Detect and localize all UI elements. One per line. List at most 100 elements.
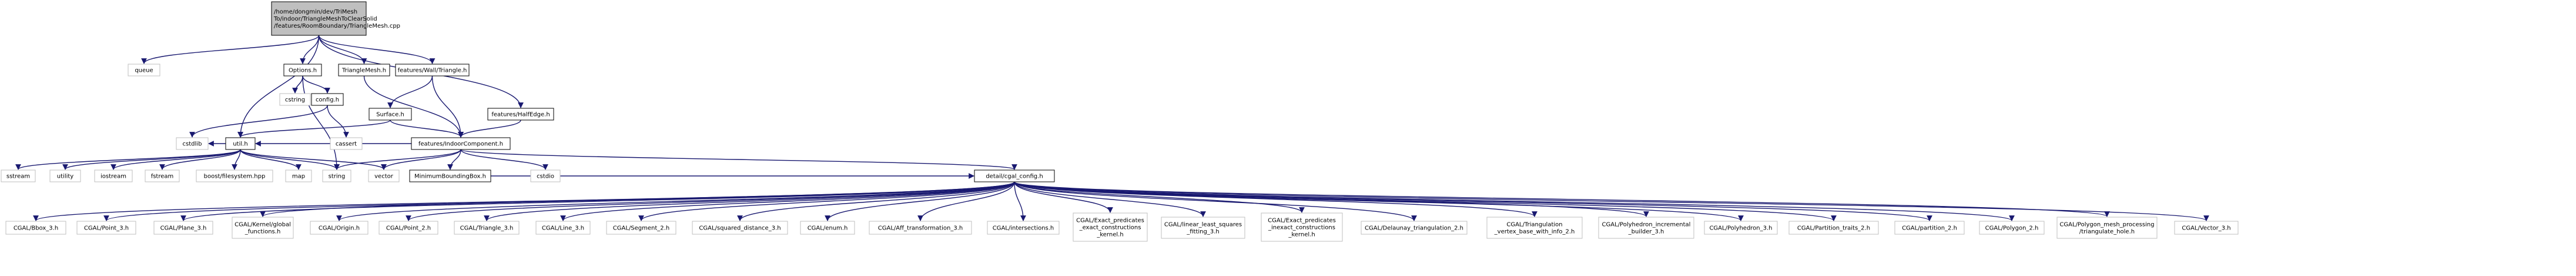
- node-cgal_point2[interactable]: CGAL/Point_2.h: [378, 221, 438, 235]
- node-indoor_component-label-line-0: features/IndoorComponent.h: [418, 141, 503, 148]
- node-boost_fs[interactable]: boost/filesystem.hpp: [196, 169, 273, 182]
- node-cstring-box: [279, 93, 311, 106]
- edges-layer: [15, 35, 2209, 221]
- node-cgal_kernel_global[interactable]: CGAL/Kernel/global_functions.h: [232, 217, 294, 239]
- node-surface[interactable]: Surface.h: [369, 108, 412, 121]
- node-string-box: [322, 169, 351, 182]
- node-cgal_polygon2[interactable]: CGAL/Polygon_2.h: [1979, 221, 2045, 235]
- node-cstdlib[interactable]: cstdlib: [176, 137, 209, 150]
- edge-root-to-util: [237, 35, 320, 138]
- node-queue[interactable]: queue: [128, 64, 160, 77]
- node-cstdlib-box: [176, 137, 209, 150]
- root-node[interactable]: /home/dongmin/dev/TriMeshTo/indoor/Trian…: [271, 1, 400, 36]
- node-cgal_polygon2-label-line-0: CGAL/Polygon_2.h: [1985, 225, 2039, 232]
- node-cgal_polygon2-box: [1979, 221, 2045, 235]
- node-cgal_delaunay2[interactable]: CGAL/Delaunay_triangulation_2.h: [1361, 221, 1468, 235]
- edge-options-to-config: [302, 75, 330, 94]
- node-cgal_tri_vbwi2-label-line-0: CGAL/Triangulation: [1506, 222, 1562, 228]
- node-wall_triangle-label-line-0: features/Wall/Triangle.h: [398, 68, 467, 74]
- node-cgal_plane3[interactable]: CGAL/Plane_3.h: [153, 221, 213, 235]
- node-cstring[interactable]: cstring: [279, 93, 311, 106]
- node-options[interactable]: Options.h: [283, 64, 322, 77]
- node-cstdio[interactable]: cstdio: [530, 169, 561, 182]
- node-cgal_pmp_triangulate[interactable]: CGAL/Polygon_mesh_processing/triangulate…: [2056, 217, 2158, 239]
- node-cgal_poly_incr[interactable]: CGAL/Polyhedron_incremental_builder_3.h: [1598, 217, 1694, 239]
- node-cgal_epec-box: [1073, 212, 1148, 242]
- edge-cgal_config-to-cgal_delaunay2: [1014, 181, 1417, 221]
- node-cgal_line3-label-line-0: CGAL/Line_3.h: [542, 225, 584, 232]
- node-indoor_component[interactable]: features/IndoorComponent.h: [411, 137, 511, 150]
- node-cgal_tri_vbwi2[interactable]: CGAL/Triangulation_vertex_base_with_info…: [1486, 217, 1583, 239]
- node-util[interactable]: util.h: [225, 137, 256, 150]
- edge-root-to-queue: [141, 35, 320, 64]
- node-cgal_point2-box: [378, 221, 438, 235]
- node-queue-box: [128, 64, 160, 77]
- node-util-box: [225, 137, 256, 150]
- edge-util-to-boost_fs: [232, 149, 241, 170]
- node-cgal_enum-box: [800, 221, 855, 235]
- node-options-box: [283, 64, 322, 77]
- node-cgal_vector3-label-line-0: CGAL/Vector_3.h: [2182, 225, 2230, 232]
- node-cgal_triangle3[interactable]: CGAL/Triangle_3.h: [454, 221, 520, 235]
- node-cgal_vector3[interactable]: CGAL/Vector_3.h: [2174, 221, 2239, 235]
- node-cgal_point3-box: [76, 221, 136, 235]
- node-map[interactable]: map: [285, 169, 312, 182]
- node-iostream-label-line-0: iostream: [101, 174, 126, 180]
- node-cassert-label-line-0: cassert: [336, 141, 357, 148]
- node-cstring-label-line-0: cstring: [285, 97, 305, 104]
- node-cgal_origin-box: [310, 221, 369, 235]
- node-cgal_poly_incr-label-line-1: _builder_3.h: [1628, 229, 1664, 235]
- node-map-box: [285, 169, 312, 182]
- node-cgal_config[interactable]: detail/cgal_config.h: [974, 169, 1055, 182]
- node-config[interactable]: config.h: [311, 93, 344, 106]
- edge-cgal_config-to-cgal_tri_vbwi2: [1014, 181, 1537, 217]
- edge-util-to-string: [240, 149, 340, 170]
- node-cgal_epec-label-line-2: _kernel.h: [1096, 232, 1123, 238]
- node-cgal_partition2[interactable]: CGAL/partition_2.h: [1894, 221, 1965, 235]
- node-cgal_lsq[interactable]: CGAL/linear_least_squares_fitting_3.h: [1161, 217, 1245, 239]
- node-halfedge[interactable]: features/HalfEdge.h: [487, 108, 554, 121]
- node-map-label-line-0: map: [292, 174, 305, 180]
- node-cgal_polyhedron3[interactable]: CGAL/Polyhedron_3.h: [1704, 221, 1778, 235]
- node-fstream[interactable]: fstream: [145, 169, 180, 182]
- node-trianglemesh[interactable]: TriangleMesh.h: [338, 64, 390, 77]
- node-mbb[interactable]: MinimumBoundingBox.h: [409, 169, 491, 182]
- node-string[interactable]: string: [322, 169, 351, 182]
- edge-halfedge-to-indoor_component: [458, 119, 521, 138]
- node-iostream[interactable]: iostream: [94, 169, 133, 182]
- node-cgal_segment2[interactable]: CGAL/Segment_2.h: [606, 221, 676, 235]
- node-cgal_line3[interactable]: CGAL/Line_3.h: [535, 221, 591, 235]
- edge-util-to-sstream: [15, 149, 241, 170]
- node-sstream[interactable]: sstream: [1, 169, 36, 182]
- node-utility-label-line-0: utility: [57, 174, 74, 180]
- node-cgal_lsq-label-line-0: CGAL/linear_least_squares: [1164, 222, 1242, 228]
- node-cgal_point3[interactable]: CGAL/Point_3.h: [76, 221, 136, 235]
- edge-surface-to-indoor_component: [390, 119, 464, 138]
- node-cgal_origin-label-line-0: CGAL/Origin.h: [319, 225, 360, 232]
- node-util-label-line-0: util.h: [233, 141, 247, 148]
- node-cgal_enum-label-line-0: CGAL/enum.h: [808, 225, 848, 232]
- node-cgal_partition_traits2[interactable]: CGAL/Partition_traits_2.h: [1788, 221, 1879, 235]
- node-vector[interactable]: vector: [368, 169, 400, 182]
- nodes-layer: /home/dongmin/dev/TriMeshTo/indoor/Trian…: [1, 1, 2239, 242]
- node-cgal_sqdist3-box: [692, 221, 788, 235]
- node-cassert[interactable]: cassert: [330, 137, 363, 150]
- node-wall_triangle[interactable]: features/Wall/Triangle.h: [395, 64, 470, 77]
- node-sstream-box: [1, 169, 36, 182]
- node-cgal_epic[interactable]: CGAL/Exact_predicates_inexact_constructi…: [1261, 212, 1343, 242]
- node-cgal_afftrans3[interactable]: CGAL/Aff_transformation_3.h: [869, 221, 972, 235]
- node-cgal_epec-label-line-0: CGAL/Exact_predicates: [1076, 218, 1144, 224]
- node-cgal_sqdist3[interactable]: CGAL/squared_distance_3.h: [692, 221, 788, 235]
- node-cgal_enum[interactable]: CGAL/enum.h: [800, 221, 855, 235]
- node-cgal_epec[interactable]: CGAL/Exact_predicates_exact_construction…: [1073, 212, 1148, 242]
- root-node-label-line-0: /home/dongmin/dev/TriMesh: [274, 9, 357, 15]
- node-cgal_origin[interactable]: CGAL/Origin.h: [310, 221, 369, 235]
- node-utility-box: [49, 169, 81, 182]
- node-cgal_plane3-box: [153, 221, 213, 235]
- node-cgal_intersections[interactable]: CGAL/intersections.h: [987, 221, 1060, 235]
- node-utility[interactable]: utility: [49, 169, 81, 182]
- node-cgal_bbox3[interactable]: CGAL/Bbox_3.h: [5, 221, 66, 235]
- edge-cgal_config-to-cgal_vector3: [1014, 181, 2209, 221]
- edge-cgal_config-to-cgal_plane3: [180, 181, 1015, 221]
